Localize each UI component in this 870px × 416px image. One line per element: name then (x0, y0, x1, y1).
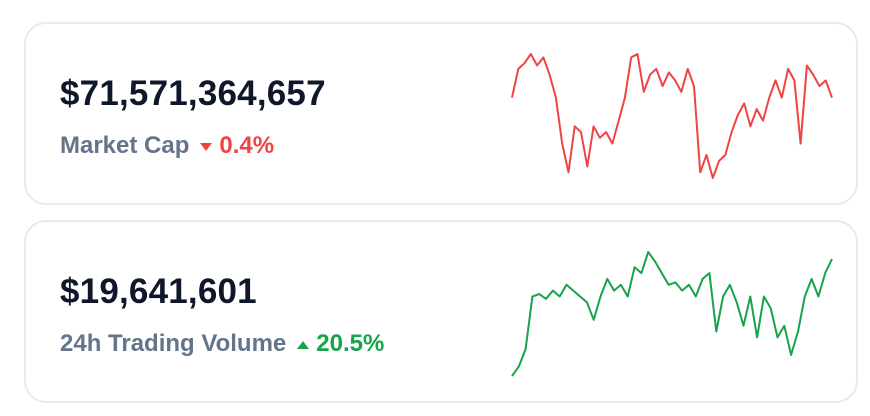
down-arrow (200, 142, 213, 151)
volume-label: 24h Trading Volume (60, 330, 287, 357)
label-row: 24h Trading Volume 20.5% (60, 330, 384, 358)
sparkline-path (511, 53, 833, 179)
market-cap-change: 0.4% (219, 132, 275, 159)
volume-value: $19,641,601 (60, 272, 257, 311)
sparkline (511, 53, 833, 179)
volume-change: 20.5% (316, 330, 385, 357)
up-arrow (297, 340, 310, 349)
sparkline-path (511, 251, 833, 377)
sparkline (511, 251, 833, 377)
label-row: Market Cap 0.4% (60, 132, 274, 160)
market-cap-card: $71,571,364,657 Market Cap 0.4% (24, 22, 858, 205)
market-cap-label: Market Cap (60, 132, 190, 159)
volume-card: $19,641,601 24h Trading Volume 20.5% (24, 220, 858, 403)
market-cap-value: $71,571,364,657 (60, 74, 326, 113)
